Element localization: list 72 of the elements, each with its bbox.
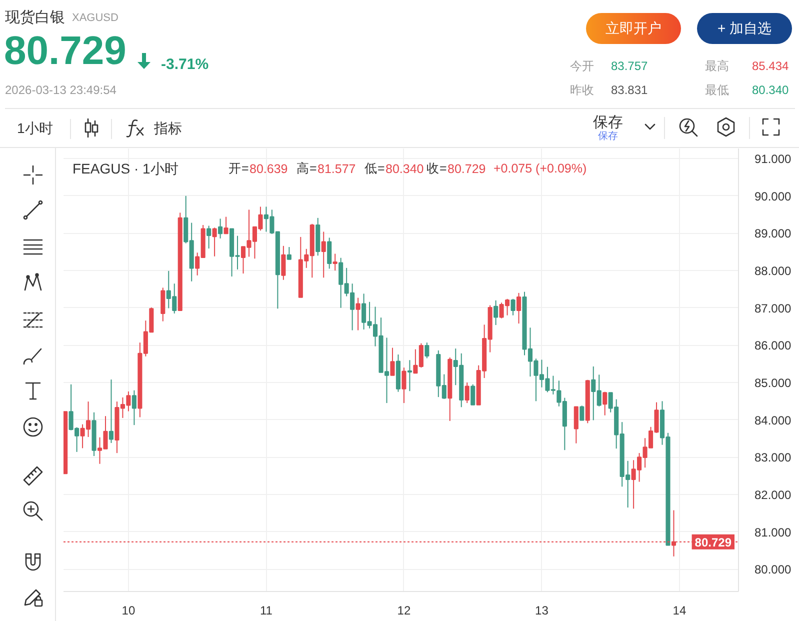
y-tick-label: 82.000: [754, 488, 792, 502]
y-tick-label: 85.000: [754, 376, 792, 390]
text: 80.729: [4, 29, 126, 73]
y-tick-label: 80.000: [754, 562, 792, 577]
candlestick: [224, 216, 228, 234]
x-tick-label: 12: [397, 604, 411, 618]
candlestick: [286, 246, 292, 260]
candlestick: [470, 384, 476, 406]
candlestick: [332, 253, 338, 272]
candlestick: [206, 225, 212, 250]
candlestick: [327, 237, 332, 270]
text: 85.434: [752, 59, 789, 73]
candlestick: [574, 406, 578, 444]
candlestick: [356, 297, 360, 331]
annotation: 低=: [364, 162, 385, 176]
candlestick: [281, 245, 286, 280]
x-tick-label: 14: [672, 604, 686, 618]
text: 保存: [593, 114, 623, 131]
y-tick-label: 91.000: [754, 152, 792, 166]
annotation: 收=: [426, 162, 447, 176]
x-tick-label: 10: [122, 604, 136, 618]
text: 80.340: [752, 83, 789, 97]
text: 保存: [598, 131, 618, 142]
annotation: 80.729: [448, 162, 486, 176]
text: 最高: [705, 59, 729, 73]
annotation: 高=: [296, 160, 317, 176]
annotation: 81.577: [318, 162, 356, 176]
y-tick-label: 81.000: [754, 525, 792, 540]
annotation: FEAGUS · 1小时: [72, 160, 178, 176]
candlestick: [402, 367, 406, 404]
annotation: 80.639: [250, 162, 288, 176]
text: 1小时: [17, 120, 53, 136]
candlestick: [516, 292, 522, 324]
candlestick: [218, 218, 223, 239]
text: 指标: [154, 120, 182, 136]
candlestick: [407, 360, 412, 392]
candlestick: [424, 342, 430, 359]
ref-line-label: 80.729: [694, 535, 732, 550]
x-tick-label: 11: [260, 604, 273, 618]
text: + 加自选: [697, 13, 792, 44]
chart-title: 现货白银: [5, 9, 65, 26]
text: 最低: [705, 83, 729, 97]
x-tick-label: 13: [535, 604, 549, 618]
candlestick: [510, 298, 516, 316]
candlestick: [160, 287, 166, 322]
y-tick-label: 83.000: [754, 450, 792, 465]
annotation: +0.075 (+0.09%): [494, 162, 587, 176]
annotation: 80.340: [386, 162, 424, 176]
y-tick-label: 90.000: [754, 189, 792, 204]
text: 立即开户: [586, 13, 681, 44]
candlestick: [494, 300, 498, 326]
candlestick: [390, 347, 395, 376]
candlestick: [108, 379, 114, 444]
y-tick-label: 86.000: [754, 338, 792, 353]
text: 2026-03-13 23:49:54: [5, 83, 116, 97]
text: 今开: [570, 59, 594, 73]
candlestick: [321, 231, 326, 278]
text: 83.757: [611, 59, 648, 73]
candlestick: [580, 405, 584, 421]
annotation: 开=: [228, 162, 249, 176]
chart-subtitle: XAGUSD: [72, 12, 118, 24]
candlestick: [212, 227, 217, 257]
candlestick: [602, 391, 608, 416]
candlestick: [464, 382, 470, 404]
y-tick-label: 88.000: [754, 264, 792, 278]
candlestick: [132, 390, 136, 426]
y-tick-label: 84.000: [754, 413, 792, 428]
text: 昨收: [570, 83, 594, 97]
y-tick-label: 89.000: [754, 226, 792, 241]
text: 83.831: [611, 83, 648, 97]
y-tick-label: 87.000: [754, 301, 792, 316]
text: -3.71%: [161, 56, 209, 73]
